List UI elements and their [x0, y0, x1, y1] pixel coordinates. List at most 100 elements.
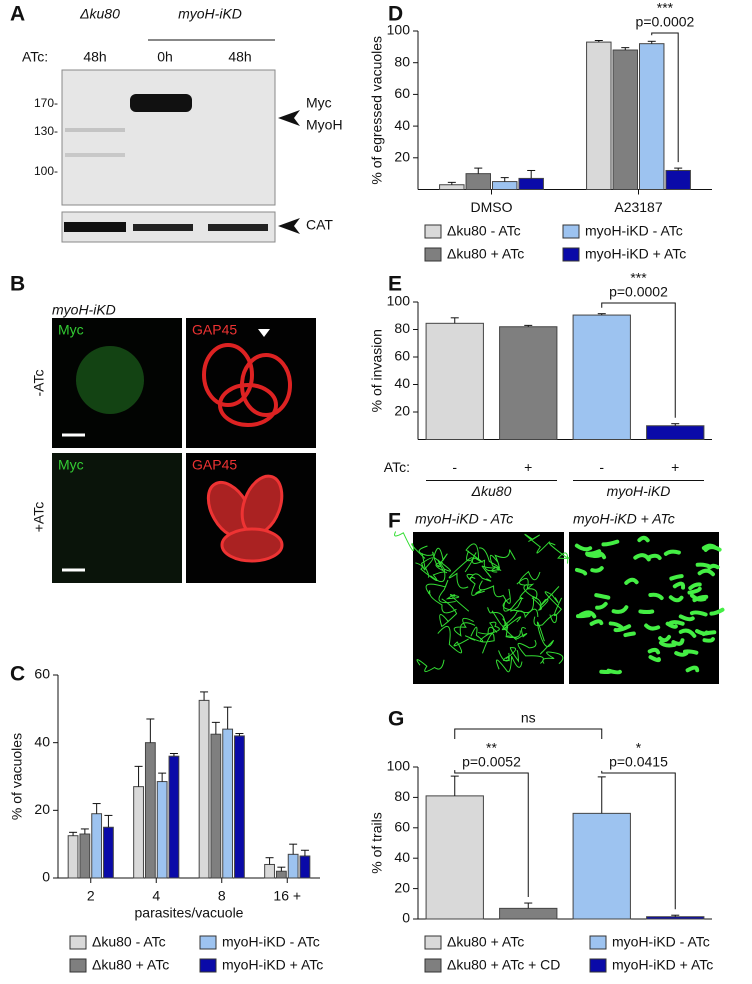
arrowhead	[258, 329, 270, 337]
trail	[542, 651, 564, 665]
y-tick-label: 80	[394, 320, 410, 336]
significance-label: ns	[521, 710, 536, 726]
panel-letter: E	[388, 273, 402, 296]
trail	[548, 542, 570, 564]
parasite	[574, 567, 588, 576]
trail	[437, 625, 469, 654]
parasite	[648, 655, 661, 663]
legend-label: myoH-iKD - ATc	[222, 934, 320, 950]
significance-label: p=0.0002	[636, 14, 695, 30]
x-tick-label: 8	[218, 888, 226, 904]
trail	[428, 590, 457, 614]
y-tick-label: 40	[394, 375, 410, 391]
bar	[425, 322, 484, 440]
bar	[156, 781, 168, 879]
group-label: myoH-iKD	[607, 483, 671, 499]
y-axis-label: % of trails	[369, 812, 385, 873]
significance-bracket	[601, 770, 676, 910]
trail	[466, 573, 485, 596]
parasite	[668, 595, 684, 603]
bar	[499, 326, 558, 440]
legend-label: Δku80 + ATc + CD	[447, 957, 560, 973]
trail	[533, 613, 558, 627]
y-tick-label: 40	[394, 849, 410, 865]
legend-swatch	[199, 958, 217, 973]
trail	[439, 598, 458, 627]
blot-band	[208, 224, 268, 231]
x-tick-label: -	[599, 459, 604, 475]
bar	[586, 41, 612, 190]
signal	[218, 383, 278, 427]
y-tick-label: 60	[394, 85, 410, 101]
image-title: myoH-iKD - ATc	[415, 511, 513, 527]
marker: 100-	[34, 164, 58, 178]
parasite	[590, 566, 604, 573]
lane-label: 0h	[157, 49, 173, 65]
trail	[536, 621, 555, 655]
marker: 130-	[34, 124, 58, 138]
bar	[499, 907, 558, 920]
trail	[478, 621, 500, 635]
trail	[498, 650, 510, 662]
legend-label: Δku80 - ATc	[92, 934, 166, 950]
legend-swatch	[69, 935, 87, 950]
x-axis-label: parasites/vacuole	[135, 905, 244, 921]
bar	[492, 181, 518, 190]
treatment-label: ATc:	[22, 49, 48, 65]
x-tick-label: 2	[87, 888, 95, 904]
condition-label: -ATc	[31, 370, 47, 397]
x-tick-label: 16 +	[273, 888, 301, 904]
trail	[430, 559, 446, 583]
legend-swatch	[424, 958, 442, 973]
trail	[469, 573, 492, 582]
y-tick-label: 0	[42, 869, 50, 885]
trail	[425, 580, 456, 604]
trail	[478, 580, 511, 604]
panel-letter: D	[388, 3, 403, 26]
arrowhead	[278, 110, 300, 126]
channel-label: Myc	[58, 322, 84, 338]
trail	[517, 639, 544, 664]
significance-bracket	[651, 32, 679, 163]
parasite	[685, 665, 700, 673]
parasite	[689, 610, 708, 617]
parasite	[644, 623, 661, 631]
x-tick-label: DMSO	[471, 199, 513, 215]
parasite	[608, 621, 624, 630]
trail	[448, 557, 474, 589]
parasite	[674, 651, 689, 657]
legend-label: myoH-iKD - ATc	[612, 934, 710, 950]
parasite	[647, 647, 661, 655]
strain-label: Δku80	[79, 6, 120, 22]
group-label: Δku80	[471, 483, 512, 499]
legend-label: myoH-iKD + ATc	[585, 246, 686, 262]
legend-swatch	[562, 224, 580, 239]
trail	[531, 586, 560, 611]
channel-label: GAP45	[192, 457, 237, 473]
y-tick-label: 60	[34, 666, 50, 682]
parasite	[701, 630, 717, 637]
x-tick-label: -	[452, 459, 457, 475]
parasite	[623, 631, 636, 638]
signal	[76, 346, 144, 414]
significance-label: ***	[630, 270, 647, 286]
bar	[198, 699, 210, 879]
trail	[504, 608, 539, 626]
y-tick-label: 100	[387, 22, 411, 38]
legend-label: Δku80 + ATc	[447, 246, 524, 262]
trails	[394, 531, 725, 675]
trail	[394, 531, 426, 559]
x-tick-label: 4	[152, 888, 160, 904]
y-tick-label: 40	[34, 733, 50, 749]
y-axis-label: % of vacuoles	[9, 733, 25, 820]
bar	[299, 855, 311, 879]
blot-band	[65, 128, 125, 132]
lane-label: 48h	[228, 49, 251, 65]
bar	[518, 177, 544, 190]
parasite	[647, 553, 662, 561]
channel-label: GAP45	[192, 322, 237, 338]
parasite	[648, 592, 664, 601]
trail	[415, 562, 448, 582]
parasite	[585, 549, 602, 556]
